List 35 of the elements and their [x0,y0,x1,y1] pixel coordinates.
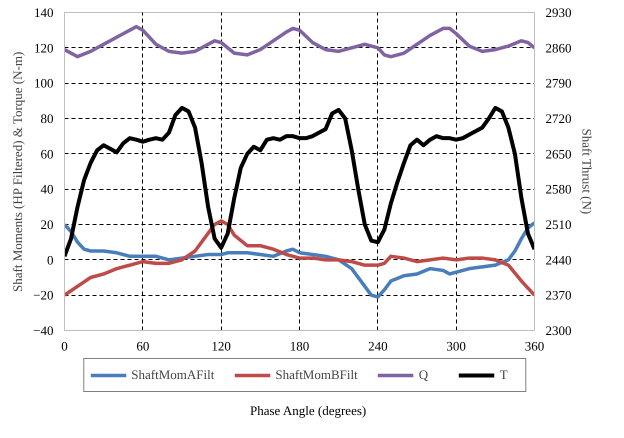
y-tick-label: 40 [40,182,54,197]
y-tick-label: 60 [40,146,54,162]
y-tick-label: 120 [34,40,54,56]
y-tick-label: 0 [47,252,54,268]
y2-tick-label: 2440 [546,252,572,268]
y-tick-label: −40 [33,323,54,338]
legend-label: ShaftMomAFilt [131,367,214,383]
y-tick-label: 20 [40,217,54,232]
x-tick-label: 180 [290,338,310,354]
line-series [64,24,534,58]
y2-tick-label: 2930 [546,5,572,20]
x-tick-label: 360 [524,338,544,354]
legend-label: T [500,367,509,383]
y-tick-label: 100 [34,76,54,91]
legend-label: Q [418,367,430,383]
y2-tick-label: 2370 [546,288,572,303]
y2-tick-label: 2510 [546,217,572,232]
y-tick-label: −20 [33,288,54,303]
y-tick-label: 140 [34,5,54,20]
x-axis-title: Phase Angle (degrees) [250,402,366,420]
y2-tick-label: 2300 [546,323,572,338]
x-tick-label: 0 [61,338,68,354]
y-tick-label: 80 [40,111,54,126]
x-tick-label: 240 [368,338,388,354]
y2-tick-label: 2720 [546,111,572,126]
y2-tick-label: 2860 [546,40,572,56]
y2-tick-label: 2580 [546,182,572,197]
legend-label: ShaftMomBFilt [275,367,358,383]
y-axis-title: Shaft Moments (HP Filtered) & Torque (N-m) [10,52,26,292]
y2-tick-label: 2650 [546,146,572,162]
x-tick-label: 120 [211,338,231,354]
x-tick-label: 300 [446,338,466,354]
y2-tick-label: 2790 [546,76,572,91]
y2-axis-title: Shaft Thrust (N) [580,128,594,214]
x-tick-label: 60 [136,338,150,354]
